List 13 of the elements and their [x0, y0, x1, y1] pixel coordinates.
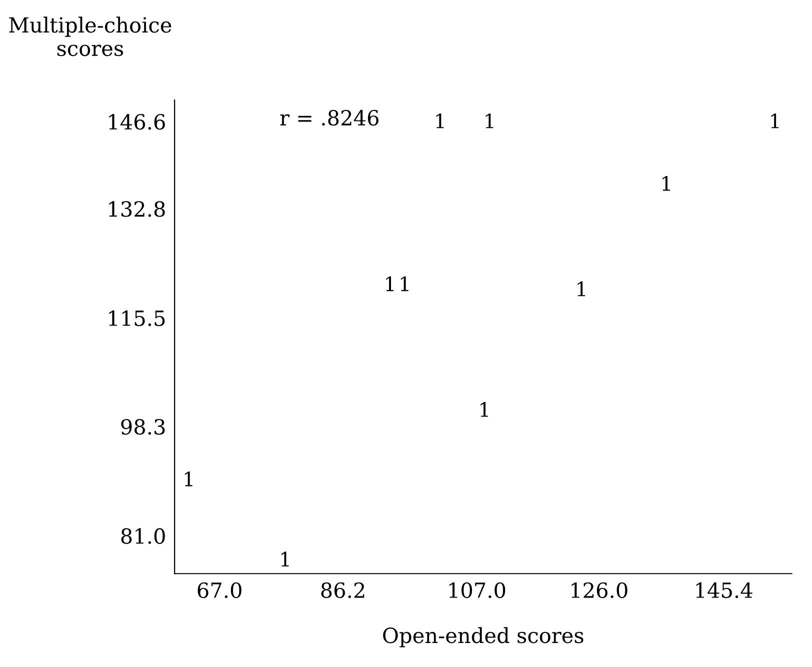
- x-tick-label: 86.2: [321, 582, 364, 598]
- x-tick-label: 145.4: [696, 582, 752, 598]
- y-axis-title: Multiple-choice scores: [9, 16, 172, 56]
- y-tick-label: 132.8: [109, 201, 165, 217]
- y-tick-label: 146.6: [109, 114, 165, 130]
- x-tick-label: 126.0: [572, 582, 628, 598]
- x-axis-title: Open-ended scores: [383, 627, 584, 648]
- annotation: r = .8246: [280, 110, 378, 126]
- x-tick-label: 67.0: [198, 582, 242, 598]
- y-tick-label: 81.0: [121, 528, 165, 544]
- y-tick-label: 98.3: [121, 418, 165, 435]
- x-tick-label: 107.0: [449, 582, 506, 598]
- y-tick-label: 115.5: [109, 310, 165, 326]
